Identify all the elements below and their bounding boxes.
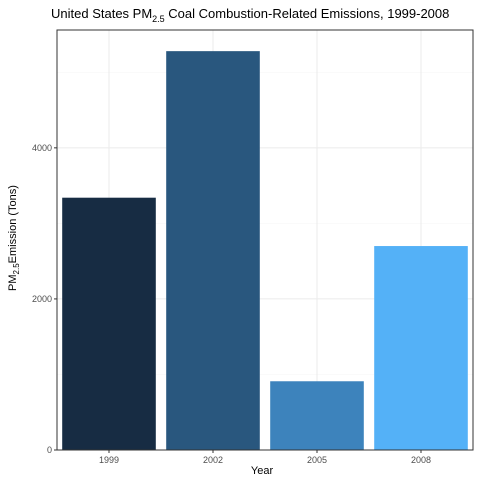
plot-panel-border [56, 29, 474, 451]
y-axis-title: PM2.5Emission (Tons) [7, 185, 21, 291]
chart-title: United States PM2.5 Coal Combustion-Rela… [51, 6, 449, 24]
x-axis-title: Year [251, 465, 274, 477]
y-axis-title-main: PM [7, 274, 19, 291]
y-tick-label: 4000 [32, 143, 52, 153]
x-tick-label: 2008 [411, 455, 431, 465]
y-axis-title-rest: Emission (Tons) [7, 185, 19, 263]
bar-2008 [374, 246, 468, 450]
x-tick-label: 1999 [99, 455, 119, 465]
x-tick-label: 2002 [203, 455, 223, 465]
bar-1999 [62, 197, 156, 450]
bars [62, 51, 468, 451]
axis-ticks: 0 2000 4000 1999 2002 2005 2008 [32, 143, 431, 465]
y-axis-title-subscript: 2.5 [12, 263, 21, 275]
y-tick-label: 2000 [32, 294, 52, 304]
chart-title-main: United States PM [51, 6, 152, 21]
chart-title-rest: Coal Combustion-Related Emissions, 1999-… [165, 6, 450, 21]
chart-title-subscript: 2.5 [152, 14, 165, 24]
bar-2002 [166, 51, 260, 451]
x-tick-label: 2005 [307, 455, 327, 465]
bar-2005 [270, 381, 364, 450]
y-tick-label: 0 [47, 445, 52, 455]
